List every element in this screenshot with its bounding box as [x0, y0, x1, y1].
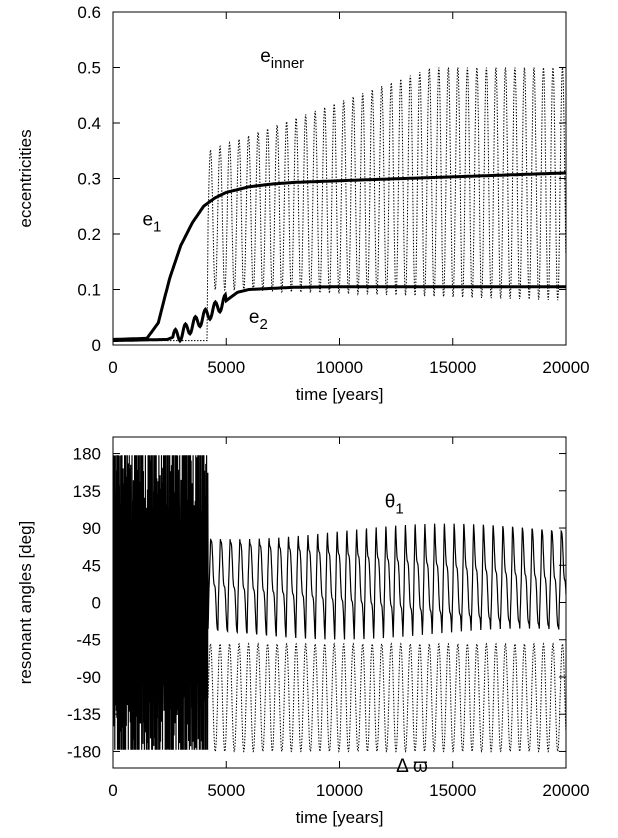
series-annotation: θ1: [385, 491, 404, 517]
annotation-text: e: [142, 210, 153, 231]
y-tick-label: 0.4: [77, 114, 101, 133]
series-annotation: e1: [142, 210, 161, 236]
series-annotation: Δ ϖ: [396, 756, 428, 777]
annotation-subscript: 1: [395, 500, 403, 517]
resonant-angle-x-axis-label: time [years]: [296, 808, 384, 827]
x-tick-label: 10000: [316, 781, 363, 800]
y-tick-label: 0: [92, 336, 101, 355]
resonant-angle-panel: 0 5000 10000 15000 20000 180 135 90 45 0 -45 -90 -13…: [16, 437, 590, 827]
y-tick-label: 0: [92, 594, 101, 613]
y-tick-label: -180: [67, 742, 101, 761]
resonant-angle-y-axis-label: resonant angles [deg]: [16, 521, 35, 685]
series-line-e2: [113, 287, 566, 341]
x-tick-label: 15000: [429, 781, 476, 800]
x-tick-label: 5000: [207, 781, 245, 800]
y-tick-label: 0.1: [77, 281, 101, 300]
annotation-text: e: [249, 307, 260, 328]
eccentricity-y-axis-label: eccentricities: [16, 129, 35, 227]
x-tick-label: 0: [108, 358, 117, 377]
x-tick-label: 5000: [207, 358, 245, 377]
y-tick-label: -135: [67, 705, 101, 724]
y-tick-label: 0.5: [77, 59, 101, 78]
resonant-angle-annotations: θ1 Δ ϖ: [385, 491, 428, 777]
series-annotation: e2: [249, 307, 268, 333]
annotation-text: Δ ϖ: [396, 756, 428, 777]
eccentricity-panel: 0 5000 10000 15000 2000000.10.20.30.40.50.6 …: [16, 3, 590, 404]
y-tick-label: 45: [82, 556, 101, 575]
eccentricity-curves: [113, 68, 566, 341]
y-tick-label: 180: [73, 445, 101, 464]
y-tick-label: -45: [76, 631, 101, 650]
x-tick-label: 20000: [542, 781, 589, 800]
annotation-text: θ: [385, 491, 396, 512]
y-tick-label: -90: [76, 668, 101, 687]
series-line-delta_varpi: [208, 644, 566, 752]
annotation-subscript: 1: [153, 219, 161, 236]
series-annotation: einner: [260, 46, 304, 72]
eccentricity-x-axis-label: time [years]: [296, 385, 384, 404]
x-tick-label: 20000: [542, 358, 589, 377]
x-tick-label: 10000: [316, 358, 363, 377]
series-line-e_inner: [113, 68, 566, 341]
annotation-subscript: 2: [259, 316, 267, 333]
y-tick-label: 0.3: [77, 170, 101, 189]
x-tick-label: 0: [108, 781, 117, 800]
y-tick-label: 135: [73, 482, 101, 501]
resonant-angle-curves: [113, 455, 566, 751]
y-tick-label: 90: [82, 519, 101, 538]
annotation-subscript: inner: [271, 55, 304, 72]
y-tick-label: 0.6: [77, 3, 101, 22]
y-tick-label: 0.2: [77, 225, 101, 244]
annotation-text: e: [260, 46, 271, 67]
x-tick-label: 15000: [429, 358, 476, 377]
series-line-theta1: [113, 455, 566, 750]
